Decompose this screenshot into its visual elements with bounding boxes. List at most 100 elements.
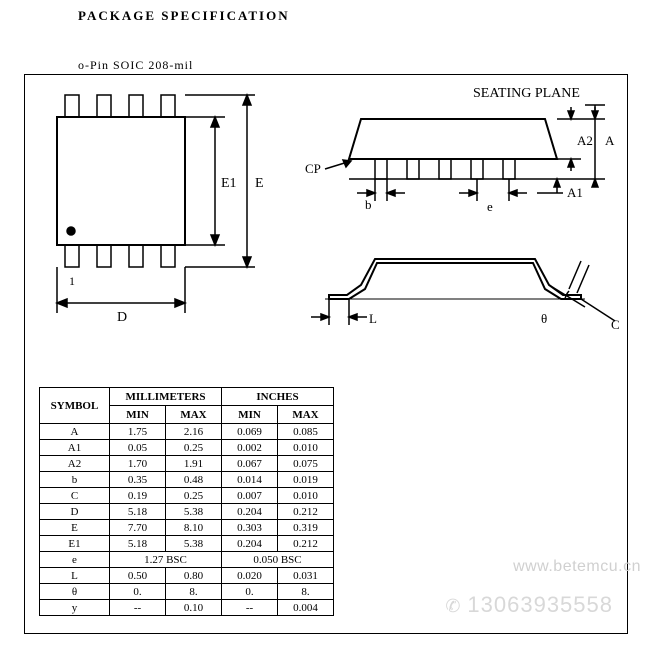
cell-in_min: 0.002 bbox=[222, 440, 278, 456]
cell-in-span: 0.050 BSC bbox=[222, 552, 334, 568]
cell-mm_max: 0.25 bbox=[166, 440, 222, 456]
cell-symbol: E1 bbox=[40, 536, 110, 552]
cell-symbol: C bbox=[40, 488, 110, 504]
cell-mm_max: 2.16 bbox=[166, 424, 222, 440]
table-row: A21.701.910.0670.075 bbox=[40, 456, 334, 472]
cell-mm_max: 0.80 bbox=[166, 568, 222, 584]
cell-in_max: 0.319 bbox=[278, 520, 334, 536]
table-row: e1.27 BSC0.050 BSC bbox=[40, 552, 334, 568]
th-mm-min: MIN bbox=[110, 406, 166, 424]
cell-in_max: 0.010 bbox=[278, 488, 334, 504]
label-b: b bbox=[365, 197, 372, 212]
cell-mm_min: 1.70 bbox=[110, 456, 166, 472]
cell-in_max: 8. bbox=[278, 584, 334, 600]
table-row: L0.500.800.0200.031 bbox=[40, 568, 334, 584]
cell-mm_max: 0.25 bbox=[166, 488, 222, 504]
cell-in_max: 0.212 bbox=[278, 504, 334, 520]
package-subtitle: o-Pin SOIC 208-mil bbox=[78, 58, 193, 73]
table-row: E15.185.380.2040.212 bbox=[40, 536, 334, 552]
watermark-url: www.betemcu.cn bbox=[513, 558, 641, 576]
cell-symbol: θ bbox=[40, 584, 110, 600]
th-in: INCHES bbox=[222, 388, 334, 406]
cell-symbol: b bbox=[40, 472, 110, 488]
cell-symbol: A2 bbox=[40, 456, 110, 472]
cell-mm_min: 1.75 bbox=[110, 424, 166, 440]
label-l: L bbox=[369, 311, 377, 326]
table-row: D5.185.380.2040.212 bbox=[40, 504, 334, 520]
package-diagrams: SEATING PLANE bbox=[25, 75, 627, 385]
section-title: PACKAGE SPECIFICATION bbox=[78, 8, 290, 24]
label-theta: θ bbox=[541, 311, 547, 326]
cell-mm_min: 5.18 bbox=[110, 536, 166, 552]
cell-in_min: 0.069 bbox=[222, 424, 278, 440]
cell-symbol: y bbox=[40, 600, 110, 616]
cell-mm_max: 5.38 bbox=[166, 536, 222, 552]
table-row: y--0.10--0.004 bbox=[40, 600, 334, 616]
cell-mm_max: 5.38 bbox=[166, 504, 222, 520]
cell-mm-span: 1.27 BSC bbox=[110, 552, 222, 568]
th-symbol: SYMBOL bbox=[40, 388, 110, 424]
table-row: A1.752.160.0690.085 bbox=[40, 424, 334, 440]
cell-in_min: 0.007 bbox=[222, 488, 278, 504]
label-a1: A1 bbox=[567, 185, 583, 200]
cell-symbol: A1 bbox=[40, 440, 110, 456]
table-row: θ0.8.0.8. bbox=[40, 584, 334, 600]
label-d: D bbox=[117, 310, 127, 325]
cell-in_min: 0.204 bbox=[222, 504, 278, 520]
cell-symbol: D bbox=[40, 504, 110, 520]
cell-symbol: A bbox=[40, 424, 110, 440]
cell-mm_max: 8.10 bbox=[166, 520, 222, 536]
cell-in_min: 0.204 bbox=[222, 536, 278, 552]
table-row: E7.708.100.3030.319 bbox=[40, 520, 334, 536]
cell-mm_min: 0.05 bbox=[110, 440, 166, 456]
cell-in_max: 0.212 bbox=[278, 536, 334, 552]
dimension-table-body: A1.752.160.0690.085A10.050.250.0020.010A… bbox=[40, 424, 334, 616]
dimension-table: SYMBOL MILLIMETERS INCHES MIN MAX MIN MA… bbox=[39, 387, 334, 616]
cell-in_max: 0.010 bbox=[278, 440, 334, 456]
cell-in_max: 0.031 bbox=[278, 568, 334, 584]
watermark-phone-text: 13063935558 bbox=[467, 592, 613, 617]
table-row: C0.190.250.0070.010 bbox=[40, 488, 334, 504]
cell-in_max: 0.004 bbox=[278, 600, 334, 616]
label-e-pitch: e bbox=[487, 199, 493, 214]
cell-in_min: 0. bbox=[222, 584, 278, 600]
cell-mm_min: -- bbox=[110, 600, 166, 616]
cell-in_min: 0.067 bbox=[222, 456, 278, 472]
th-in-max: MAX bbox=[278, 406, 334, 424]
cell-mm_min: 5.18 bbox=[110, 504, 166, 520]
cell-mm_min: 7.70 bbox=[110, 520, 166, 536]
cell-mm_min: 0.19 bbox=[110, 488, 166, 504]
cell-in_max: 0.075 bbox=[278, 456, 334, 472]
th-in-min: MIN bbox=[222, 406, 278, 424]
label-a2: A2 bbox=[577, 133, 593, 148]
cell-mm_min: 0.35 bbox=[110, 472, 166, 488]
label-e: E bbox=[255, 176, 264, 191]
cell-symbol: E bbox=[40, 520, 110, 536]
cell-mm_max: 0.10 bbox=[166, 600, 222, 616]
cell-in_min: 0.303 bbox=[222, 520, 278, 536]
cell-symbol: e bbox=[40, 552, 110, 568]
cell-in_max: 0.085 bbox=[278, 424, 334, 440]
label-c: C bbox=[611, 317, 620, 332]
cell-symbol: L bbox=[40, 568, 110, 584]
label-e1: E1 bbox=[221, 176, 237, 191]
specification-frame: SEATING PLANE bbox=[24, 74, 628, 634]
table-row: b0.350.480.0140.019 bbox=[40, 472, 334, 488]
th-mm: MILLIMETERS bbox=[110, 388, 222, 406]
th-mm-max: MAX bbox=[166, 406, 222, 424]
cell-mm_max: 0.48 bbox=[166, 472, 222, 488]
cell-mm_max: 8. bbox=[166, 584, 222, 600]
label-pin1: 1 bbox=[69, 274, 75, 288]
cell-mm_min: 0. bbox=[110, 584, 166, 600]
label-cp: CP bbox=[305, 161, 321, 176]
watermark-phone: ✆ 13063935558 bbox=[445, 592, 613, 618]
cell-in_max: 0.019 bbox=[278, 472, 334, 488]
seating-plane-label: SEATING PLANE bbox=[473, 86, 580, 101]
label-a: A bbox=[605, 133, 615, 148]
cell-in_min: -- bbox=[222, 600, 278, 616]
cell-in_min: 0.020 bbox=[222, 568, 278, 584]
cell-mm_max: 1.91 bbox=[166, 456, 222, 472]
cell-mm_min: 0.50 bbox=[110, 568, 166, 584]
phone-icon: ✆ bbox=[445, 596, 461, 617]
cell-in_min: 0.014 bbox=[222, 472, 278, 488]
